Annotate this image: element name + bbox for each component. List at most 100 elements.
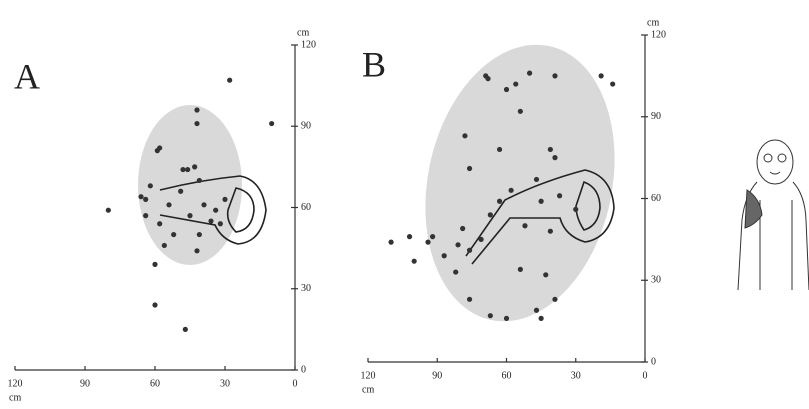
- y-tick-label: 60: [651, 193, 661, 204]
- data-point: [147, 183, 153, 189]
- data-point: [517, 266, 523, 272]
- data-point: [552, 155, 558, 161]
- x-tick-label: 90: [432, 370, 442, 381]
- data-point: [533, 176, 540, 183]
- x-tick-label: 90: [80, 378, 90, 389]
- data-point: [547, 146, 553, 153]
- y-tick-label: 0: [301, 364, 306, 375]
- data-point: [503, 86, 510, 93]
- data-point: [455, 242, 461, 248]
- data-point: [552, 73, 558, 79]
- y-tick-label: 60: [301, 202, 311, 213]
- x-tick-label: 60: [150, 378, 160, 389]
- x-tick-label: 0: [293, 378, 298, 389]
- data-point: [508, 187, 514, 193]
- data-point: [194, 120, 200, 127]
- data-point: [453, 269, 459, 275]
- data-point: [217, 221, 223, 227]
- data-point: [152, 261, 158, 267]
- y-unit: cm: [647, 17, 659, 28]
- data-point: [178, 188, 184, 194]
- data-point: [157, 145, 163, 151]
- data-point: [187, 213, 193, 219]
- panel-label: A: [14, 56, 40, 96]
- shaded-region: [138, 105, 242, 265]
- data-point: [503, 315, 510, 321]
- x-tick-label: 120: [361, 370, 376, 381]
- y-tick-label: 0: [651, 356, 656, 367]
- data-point: [552, 296, 558, 302]
- panel-label: B: [362, 44, 386, 84]
- data-point: [411, 258, 417, 264]
- y-tick-label: 30: [651, 275, 661, 286]
- data-point: [441, 253, 447, 259]
- data-point: [466, 296, 473, 302]
- y-unit: cm: [297, 27, 309, 38]
- y-tick-label: 120: [651, 29, 666, 40]
- x-tick-label: 30: [220, 378, 230, 389]
- data-point: [533, 307, 540, 313]
- data-point: [213, 207, 219, 213]
- y-tick-label: 90: [301, 121, 311, 132]
- data-point: [430, 234, 436, 240]
- data-point: [388, 239, 394, 245]
- data-point: [496, 198, 503, 204]
- data-point: [105, 207, 111, 213]
- data-point: [143, 196, 149, 202]
- shaded-region: [425, 44, 615, 322]
- data-point: [487, 212, 493, 218]
- y-tick-label: 30: [301, 283, 311, 294]
- arm-outline: [159, 169, 615, 265]
- data-point: [462, 133, 468, 139]
- data-point: [194, 248, 200, 254]
- data-point: [208, 218, 214, 224]
- data-point: [496, 146, 503, 153]
- data-point: [466, 247, 473, 253]
- y-tick-label: 90: [651, 111, 661, 122]
- data-point: [547, 228, 553, 234]
- data-point: [478, 236, 484, 242]
- data-point: [182, 326, 188, 332]
- x-tick-label: 120: [8, 378, 23, 389]
- data-point: [610, 81, 616, 87]
- data-point: [526, 70, 533, 76]
- data-point: [138, 194, 144, 200]
- data-point: [222, 196, 228, 202]
- data-point: [406, 234, 413, 240]
- monkey-drawing: [737, 139, 809, 291]
- data-point: [460, 225, 466, 232]
- data-point: [513, 81, 519, 87]
- x-tick-label: 0: [643, 370, 648, 381]
- data-point: [227, 77, 233, 83]
- data-point: [196, 177, 202, 184]
- data-point: [522, 223, 528, 229]
- data-point: [538, 315, 544, 321]
- data-point: [143, 213, 149, 219]
- data-point: [192, 164, 198, 170]
- x-unit: cm: [362, 384, 374, 395]
- x-tick-label: 60: [502, 370, 512, 381]
- data-point: [152, 302, 158, 308]
- data-point: [161, 242, 167, 249]
- data-point: [185, 166, 191, 173]
- y-tick-label: 120: [301, 39, 316, 50]
- data-point: [517, 108, 523, 114]
- data-point: [485, 76, 491, 82]
- data-point: [598, 73, 604, 79]
- data-point: [466, 165, 473, 172]
- data-point: [573, 206, 579, 212]
- x-unit: cm: [9, 392, 21, 403]
- data-point: [425, 239, 431, 245]
- data-point: [166, 202, 172, 208]
- data-point: [194, 107, 200, 113]
- data-point: [556, 193, 563, 199]
- data-point: [543, 272, 549, 278]
- data-point: [196, 231, 202, 238]
- data-point: [201, 202, 207, 208]
- data-point: [487, 313, 493, 319]
- data-point: [157, 221, 163, 227]
- x-tick-label: 30: [571, 370, 581, 381]
- data-point: [538, 198, 544, 204]
- data-point: [171, 231, 177, 238]
